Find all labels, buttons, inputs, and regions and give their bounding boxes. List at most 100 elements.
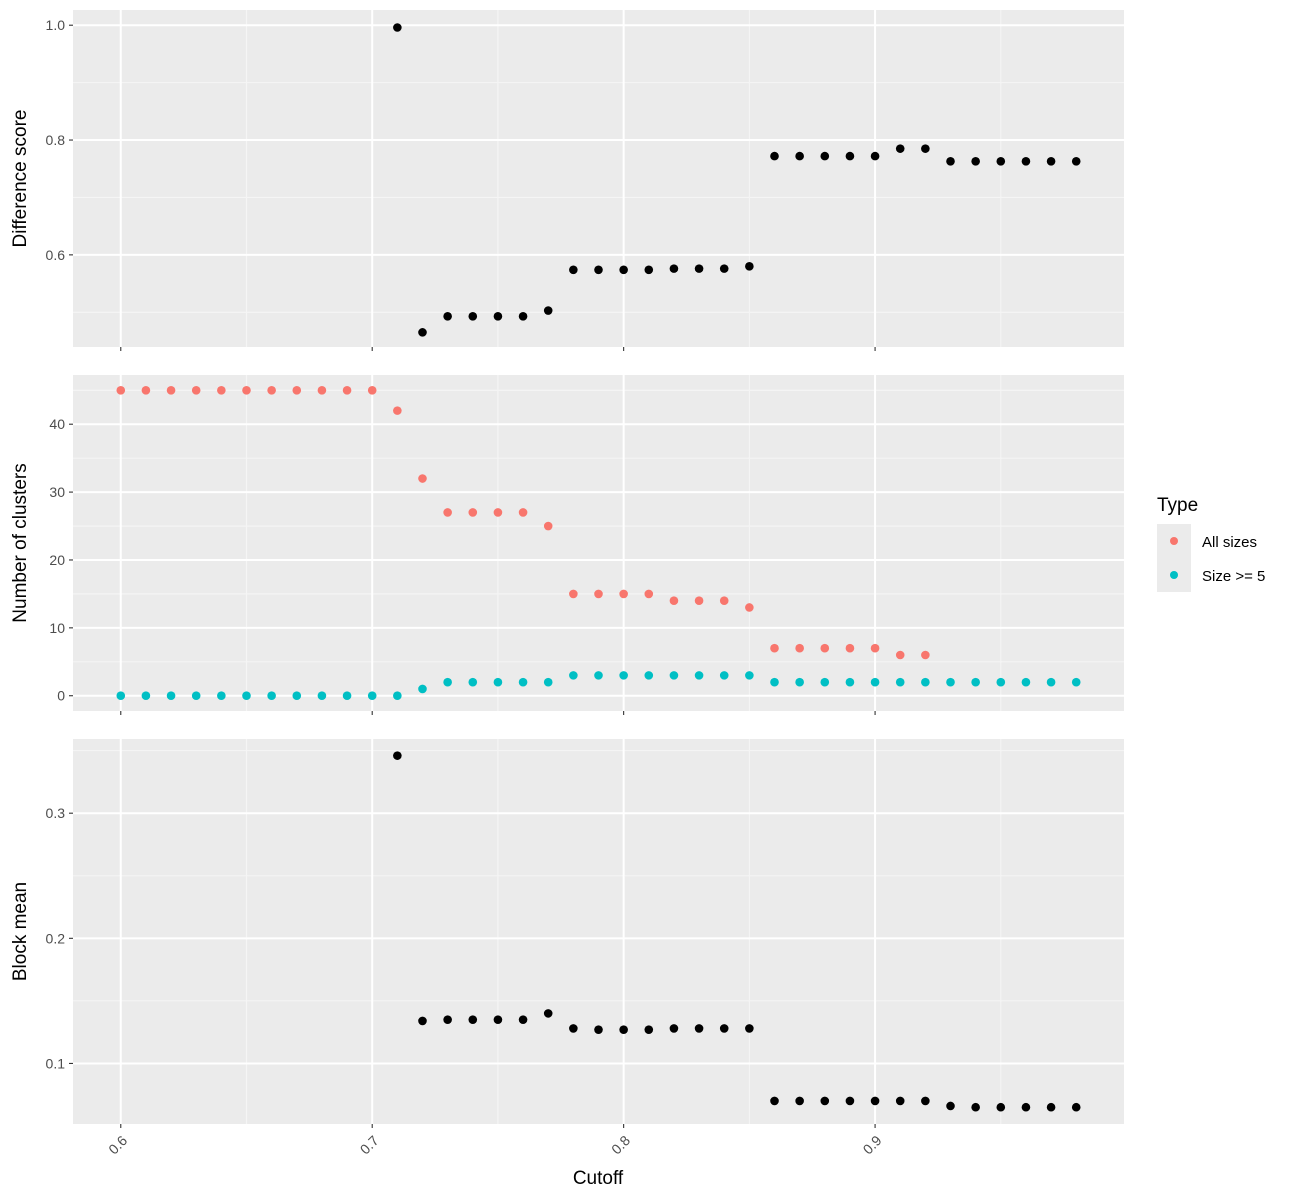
panel-block-mean: 0.1 0.2 0.3 0.6 0.7 0.8 0.9 Block mean [10, 739, 1124, 1157]
data-point [317, 385, 327, 395]
data-point [468, 311, 478, 321]
y-tick-label: 0.6 [46, 247, 66, 263]
data-point [971, 1102, 980, 1112]
data-point [946, 156, 955, 166]
data-point [795, 151, 804, 161]
data-point [719, 1024, 729, 1033]
data-point [1046, 677, 1056, 687]
data-point [694, 1024, 704, 1033]
x-tick-label: 0.9 [860, 1132, 885, 1157]
panels-layer: 0.6 0.8 1.0 Difference score 0 10 20 30 40 Number… [10, 10, 1124, 1157]
x-tick-label: 0.7 [357, 1132, 382, 1157]
data-point [669, 1024, 679, 1033]
legend-title: Type [1157, 495, 1198, 516]
data-point [594, 1025, 603, 1034]
data-point [493, 1015, 503, 1024]
series-size-5 [116, 671, 1081, 701]
data-point [820, 677, 830, 687]
data-point [745, 262, 754, 271]
data-point [242, 691, 251, 701]
data-point [141, 385, 151, 395]
data-point [870, 151, 880, 161]
data-point [996, 677, 1006, 687]
data-point [543, 677, 553, 687]
data-point [770, 1096, 779, 1106]
y-tick-label: 0.1 [46, 1055, 66, 1071]
data-point [669, 671, 679, 680]
data-point [443, 508, 452, 517]
series-all-sizes [116, 385, 930, 660]
data-point [116, 385, 126, 395]
data-point [971, 677, 980, 687]
data-point [191, 385, 201, 395]
panel-background [73, 375, 1124, 711]
data-point [694, 596, 704, 605]
series-points [393, 23, 1081, 337]
data-point [996, 1102, 1006, 1112]
data-point [242, 385, 251, 395]
data-point [569, 1024, 578, 1033]
data-point [644, 1025, 654, 1034]
data-point [518, 311, 528, 321]
data-point [921, 677, 930, 687]
data-point [342, 691, 352, 701]
data-point [921, 650, 930, 660]
y-tick-label: 20 [49, 552, 65, 568]
data-point [870, 643, 880, 653]
data-point [870, 1096, 880, 1106]
data-point [166, 691, 176, 701]
data-point [267, 691, 276, 701]
data-point [468, 508, 478, 517]
y-tick-label: 1.0 [46, 17, 66, 33]
data-point [1021, 677, 1031, 687]
data-point [996, 156, 1006, 166]
data-point [569, 589, 578, 599]
y-tick-label: 0.2 [46, 930, 66, 946]
data-point [1021, 1102, 1031, 1112]
legend-point-size-ge-5 [1170, 571, 1178, 579]
data-point [795, 677, 804, 687]
data-point [820, 643, 830, 653]
data-point [745, 1024, 754, 1033]
data-point [493, 311, 503, 321]
data-point [895, 650, 905, 660]
data-point [141, 691, 151, 701]
data-point [443, 1015, 452, 1024]
data-point [770, 677, 779, 687]
data-point [418, 1016, 427, 1026]
data-point [418, 684, 427, 694]
legend: Type All sizes Size >= 5 [1157, 495, 1265, 592]
data-point [820, 1096, 830, 1106]
data-point [845, 643, 855, 653]
y-axis-title-block-mean: Block mean [10, 882, 31, 981]
y-tick-label: 0 [57, 688, 65, 704]
data-point [418, 328, 427, 337]
data-point [644, 265, 654, 275]
data-point [493, 508, 503, 517]
data-point [1021, 156, 1031, 166]
data-point [569, 265, 578, 275]
data-point [1071, 677, 1081, 687]
data-point [619, 1025, 628, 1034]
y-tick-label: 40 [49, 416, 65, 432]
data-point [342, 385, 352, 395]
data-point [719, 264, 729, 273]
x-tick-label: 0.6 [105, 1132, 130, 1157]
data-point [367, 691, 377, 701]
data-point [393, 751, 402, 760]
data-point [292, 691, 302, 701]
data-point [393, 406, 402, 415]
data-point [116, 691, 126, 701]
data-point [644, 589, 654, 599]
legend-item-size-ge-5: Size >= 5 [1157, 558, 1265, 592]
data-point [292, 385, 302, 395]
legend-point-all-sizes [1170, 537, 1178, 545]
data-point [971, 156, 980, 166]
data-point [443, 311, 452, 321]
data-point [845, 677, 855, 687]
data-point [870, 677, 880, 687]
data-point [191, 691, 201, 701]
data-point [594, 265, 603, 275]
data-point [393, 23, 402, 32]
data-point [745, 671, 754, 680]
